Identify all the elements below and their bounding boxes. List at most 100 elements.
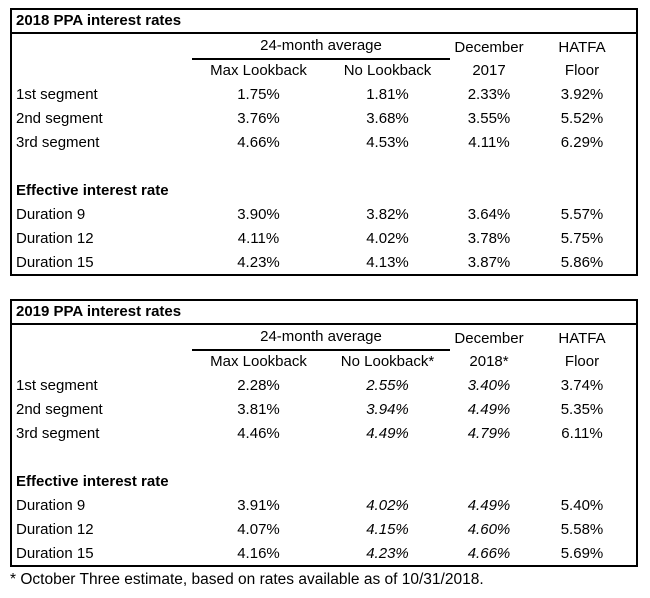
column-header-floor: Floor (564, 61, 600, 79)
cell-value-estimate: 4.66% (467, 544, 511, 562)
table-row-duration-15: Duration 15 4.23% 4.13% 3.87% 5.86% (12, 250, 636, 274)
cell-value: 3.76% (237, 109, 280, 127)
cell-value: 3.78% (467, 229, 511, 247)
cell-value: 4.11% (237, 229, 280, 247)
column-header-2018: 2018* (469, 352, 509, 370)
cell-value: 3.74% (560, 376, 604, 394)
table-row-duration-9: Duration 9 3.90% 3.82% 3.64% 5.57% (12, 202, 636, 226)
table-title-2019: 2019 PPA interest rates (12, 301, 636, 325)
row-label: Duration 9 (16, 205, 86, 223)
row-label: 2nd segment (16, 400, 103, 418)
cell-value: 4.13% (366, 253, 409, 271)
table-2018-ppa-rates: 2018 PPA interest rates 24-month average… (10, 8, 638, 276)
cell-value: 4.16% (237, 544, 280, 562)
cell-value-estimate: 3.40% (467, 376, 511, 394)
cell-value: 3.68% (366, 109, 409, 127)
cell-value: 3.55% (467, 109, 511, 127)
cell-value-estimate: 3.94% (366, 400, 409, 418)
row-label: 3rd segment (16, 424, 100, 442)
column-header-no-lookback: No Lookback (343, 61, 432, 79)
cell-value: 3.81% (237, 400, 280, 418)
column-header-max-lookback: Max Lookback (210, 352, 307, 370)
cell-value: 4.53% (366, 133, 409, 151)
cell-value-estimate: 4.23% (366, 544, 409, 562)
cell-value: 5.57% (560, 205, 604, 223)
cell-value: 5.52% (560, 109, 604, 127)
table-row-2nd-segment: 2nd segment 3.81% 3.94% 4.49% 5.35% (12, 397, 636, 421)
row-label: 3rd segment (16, 133, 100, 151)
cell-value-estimate: 4.02% (366, 496, 409, 514)
column-header-december: December (454, 329, 524, 347)
column-header-floor: Floor (564, 352, 600, 370)
footnote-estimate-note: * October Three estimate, based on rates… (10, 571, 484, 588)
column-header-2017: 2017 (472, 61, 506, 79)
cell-value: 3.91% (237, 496, 280, 514)
table-row-duration-12: Duration 12 4.07% 4.15% 4.60% 5.58% (12, 517, 636, 541)
row-label: Duration 15 (16, 544, 94, 562)
row-label: 1st segment (16, 376, 98, 394)
section-header-effective-interest-rate: Effective interest rate (16, 472, 169, 490)
cell-value: 1.81% (366, 85, 409, 103)
cell-value: 4.02% (366, 229, 409, 247)
cell-value: 5.58% (560, 520, 604, 538)
header-sub-row: Max Lookback No Lookback* 2018* Floor (12, 349, 636, 373)
cell-value: 5.35% (560, 400, 604, 418)
table-2019-ppa-rates: 2019 PPA interest rates 24-month average… (10, 299, 638, 567)
table-row-3rd-segment: 3rd segment 4.46% 4.49% 4.79% 6.11% (12, 421, 636, 445)
column-header-max-lookback: Max Lookback (210, 61, 307, 79)
cell-value: 4.07% (237, 520, 280, 538)
cell-value: 3.87% (467, 253, 511, 271)
group-header-24-month: 24-month average (192, 325, 450, 351)
header-group-row: 24-month average December HATFA (12, 325, 636, 351)
cell-value-estimate: 4.79% (467, 424, 511, 442)
cell-value: 3.90% (237, 205, 280, 223)
cell-value: 2.28% (237, 376, 280, 394)
column-header-hatfa: HATFA (558, 329, 606, 347)
cell-value: 4.66% (237, 133, 280, 151)
cell-value-estimate: 4.15% (366, 520, 409, 538)
cell-value: 6.11% (561, 424, 603, 442)
section-header-effective-interest-rate: Effective interest rate (16, 181, 169, 199)
table-row-1st-segment: 1st segment 2.28% 2.55% 3.40% 3.74% (12, 373, 636, 397)
cell-value: 5.40% (560, 496, 604, 514)
header-sub-row: Max Lookback No Lookback 2017 Floor (12, 58, 636, 82)
row-label: Duration 15 (16, 253, 94, 271)
cell-value-estimate: 4.49% (366, 424, 409, 442)
cell-value: 3.92% (560, 85, 604, 103)
cell-value-estimate: 4.49% (467, 400, 511, 418)
cell-value: 1.75% (237, 85, 280, 103)
cell-value: 3.82% (366, 205, 409, 223)
group-header-24-month: 24-month average (192, 34, 450, 60)
table-row-2nd-segment: 2nd segment 3.76% 3.68% 3.55% 5.52% (12, 106, 636, 130)
table-title-2018: 2018 PPA interest rates (12, 10, 636, 34)
table-row-duration-15: Duration 15 4.16% 4.23% 4.66% 5.69% (12, 541, 636, 565)
spacer-row (12, 445, 636, 469)
column-header-hatfa: HATFA (558, 38, 606, 56)
column-header-no-lookback: No Lookback* (340, 352, 435, 370)
section-header-row: Effective interest rate (12, 469, 636, 493)
row-label: Duration 12 (16, 520, 94, 538)
row-label: 2nd segment (16, 109, 103, 127)
cell-value: 6.29% (560, 133, 604, 151)
cell-value: 4.23% (237, 253, 280, 271)
section-header-row: Effective interest rate (12, 178, 636, 202)
cell-value: 4.11% (468, 133, 510, 151)
header-group-row: 24-month average December HATFA (12, 34, 636, 60)
row-label: Duration 12 (16, 229, 94, 247)
table-row-duration-9: Duration 9 3.91% 4.02% 4.49% 5.40% (12, 493, 636, 517)
cell-value: 5.75% (560, 229, 604, 247)
spacer-row (12, 154, 636, 178)
table-row-duration-12: Duration 12 4.11% 4.02% 3.78% 5.75% (12, 226, 636, 250)
row-label: Duration 9 (16, 496, 86, 514)
cell-value: 2.33% (467, 85, 511, 103)
cell-value-estimate: 2.55% (366, 376, 409, 394)
cell-value: 5.86% (560, 253, 604, 271)
cell-value-estimate: 4.49% (467, 496, 511, 514)
cell-value: 5.69% (560, 544, 604, 562)
table-row-3rd-segment: 3rd segment 4.66% 4.53% 4.11% 6.29% (12, 130, 636, 154)
cell-value: 3.64% (467, 205, 511, 223)
cell-value-estimate: 4.60% (467, 520, 511, 538)
cell-value: 4.46% (237, 424, 280, 442)
row-label: 1st segment (16, 85, 98, 103)
column-header-december: December (454, 38, 524, 56)
